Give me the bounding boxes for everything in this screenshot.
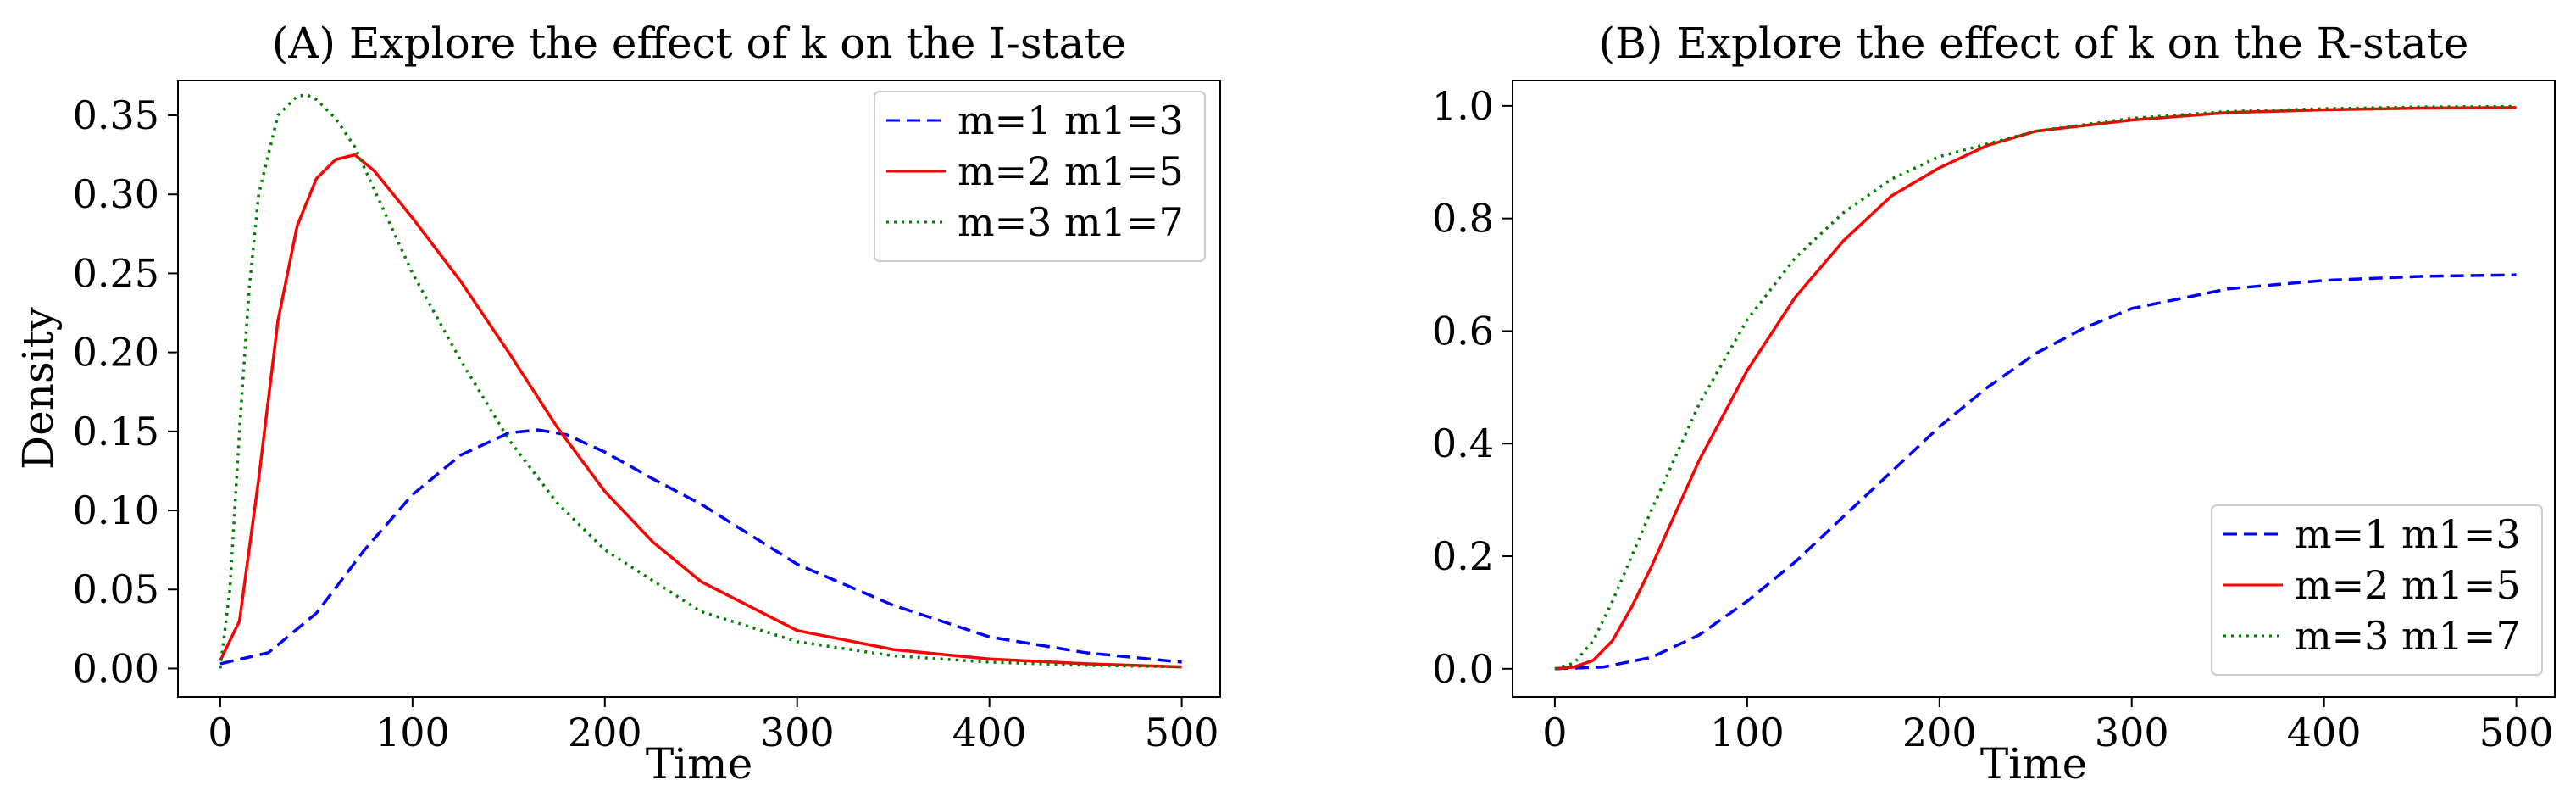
panel-b-x-tick-label: 500 (2479, 710, 2554, 755)
panel-a-legend-label-2: m=2 m1=5 (958, 148, 1184, 194)
panel-b-y-tick-label: 0.2 (1432, 533, 1494, 579)
panel-b-series-1-line (1554, 273, 2517, 671)
panel-a-y-tick-label: 0.15 (73, 409, 159, 454)
panel-b: (B) Explore the effect of k on the R-sta… (1432, 19, 2556, 788)
panel-a-x-tick-label: 100 (375, 710, 450, 755)
panel-b-series-layer (1554, 104, 2517, 671)
panel-b-legend-label-2: m=2 m1=5 (2295, 562, 2521, 608)
panel-a-legend: m=1 m1=3 m=2 m1=5 m=3 m1=7 (874, 91, 1206, 262)
panel-b-y-tick-label: 0.6 (1432, 308, 1494, 354)
panel-a-series-1-line (219, 428, 1182, 666)
panel-a-plot-frame (177, 80, 1221, 698)
panel-b-y-tick-label: 0.0 (1432, 646, 1494, 692)
panel-b-x-tick-label: 0 (1542, 710, 1567, 755)
panel-a-legend-label-1: m=1 m1=3 (958, 98, 1184, 143)
panel-a-y-tick-label: 0.30 (73, 171, 159, 217)
panel-b-x-tick-label: 100 (1710, 710, 1785, 755)
panel-a-ticks-layer: 0 100 200 300 400 500 0.00 0.05 0.10 0.15 0.20 0.25… (73, 92, 1219, 755)
panel-b-plot-frame (1512, 80, 2556, 698)
panel-a-y-tick-label: 0.20 (73, 330, 159, 376)
panel-b-title: (B) Explore the effect of k on the R-sta… (1599, 19, 2469, 68)
panel-b-y-tick-label: 1.0 (1432, 83, 1494, 129)
panel-a-x-tick-label: 500 (1145, 710, 1219, 755)
panel-b-legend: m=1 m1=3 m=2 m1=5 m=3 m1=7 (2211, 504, 2543, 676)
panel-a-y-tick-label: 0.05 (73, 566, 159, 612)
panel-a-y-axis-label: Density (14, 306, 63, 470)
panel-b-x-axis-label: Time (1980, 739, 2087, 788)
panel-a: (A) Explore the effect of k on the I-sta… (14, 19, 1221, 788)
panel-a-x-tick-label: 200 (568, 710, 642, 755)
panel-b-series-3-line (1554, 104, 2517, 671)
panel-b-ticks-layer: 0 100 200 300 400 500 0.0 0.2 0.4 0.6 0.8 1.0 (1432, 83, 2554, 755)
panel-b-y-tick-label: 0.4 (1432, 421, 1494, 466)
panel-a-y-tick-label: 0.10 (73, 488, 159, 533)
panel-b-legend-box (2211, 504, 2543, 676)
panel-a-x-tick-label: 300 (760, 710, 835, 755)
panel-a-y-tick-label: 0.35 (73, 92, 159, 138)
panel-a-legend-box (874, 91, 1206, 262)
panel-b-x-tick-label: 400 (2287, 710, 2362, 755)
panel-b-x-tick-label: 200 (1902, 710, 1977, 755)
panel-a-series-2-line (219, 153, 1182, 669)
panel-b-y-tick-label: 0.8 (1432, 196, 1494, 242)
panel-a-x-tick-label: 0 (208, 710, 232, 755)
panel-b-x-tick-label: 300 (2095, 710, 2169, 755)
panel-a-series-layer (219, 93, 1182, 669)
panel-a-series-3-line (219, 93, 1182, 669)
panel-a-y-tick-label: 0.00 (73, 645, 159, 691)
panel-b-legend-label-1: m=1 m1=3 (2295, 511, 2521, 557)
panel-a-y-tick-label: 0.25 (73, 250, 159, 296)
panel-a-title: (A) Explore the effect of k on the I-sta… (272, 19, 1126, 68)
panel-a-legend-label-3: m=3 m1=7 (958, 199, 1184, 245)
panel-a-x-tick-label: 400 (952, 710, 1027, 755)
panel-b-legend-label-3: m=3 m1=7 (2295, 613, 2521, 659)
panel-a-x-axis-label: Time (646, 739, 752, 788)
